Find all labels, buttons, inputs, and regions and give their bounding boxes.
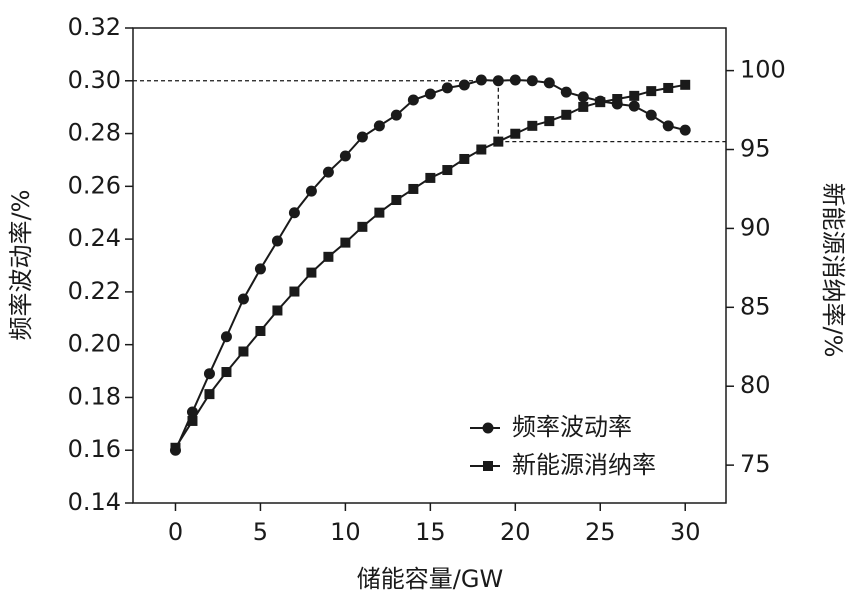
y2-tick-label: 75 — [740, 450, 771, 478]
data-point — [560, 86, 572, 98]
data-point — [578, 101, 589, 112]
data-point — [408, 183, 419, 194]
data-point — [289, 286, 300, 297]
legend-marker — [483, 461, 493, 471]
x-axis-label: 储能容量/GW — [357, 565, 503, 593]
data-point — [492, 75, 504, 87]
plot-frame — [132, 27, 727, 504]
data-point — [339, 150, 351, 162]
x-tick-label: 25 — [585, 518, 616, 546]
data-point — [509, 74, 521, 86]
data-point — [458, 79, 470, 91]
data-point — [561, 109, 572, 120]
y2-tick-label: 85 — [740, 292, 771, 320]
data-point — [577, 91, 589, 103]
data-point — [255, 325, 266, 336]
data-point — [663, 82, 674, 93]
data-point — [288, 207, 300, 219]
data-point — [390, 109, 402, 121]
data-point — [425, 172, 436, 183]
x-tick-label: 30 — [670, 518, 701, 546]
y2-axis-label: 新能源消纳率/% — [819, 183, 847, 358]
data-point — [322, 166, 334, 178]
data-point — [527, 120, 538, 131]
data-point — [679, 124, 691, 136]
y-tick-label: 0.30 — [68, 66, 121, 94]
y-tick-label: 0.16 — [68, 435, 121, 463]
data-point — [459, 153, 470, 164]
y2-tick-label: 90 — [740, 213, 771, 241]
data-point — [526, 75, 538, 87]
legend-marker — [482, 422, 494, 434]
y-tick-label: 0.28 — [68, 119, 121, 147]
y2-tick-label: 95 — [740, 135, 771, 163]
y-tick-label: 0.14 — [68, 488, 121, 516]
data-point — [391, 195, 402, 206]
data-point — [254, 263, 266, 275]
y-tick-label: 0.22 — [68, 277, 121, 305]
data-point — [186, 406, 198, 418]
x-tick-label: 20 — [500, 518, 531, 546]
data-point — [323, 251, 334, 262]
data-point — [238, 346, 249, 357]
data-point — [543, 77, 555, 89]
legend-label: 频率波动率 — [512, 413, 632, 441]
data-point — [424, 88, 436, 100]
series-line — [174, 78, 686, 451]
y2-tick-label: 80 — [740, 371, 771, 399]
data-point — [306, 267, 317, 278]
data-point — [373, 120, 385, 132]
data-point — [237, 293, 249, 305]
data-point — [612, 94, 623, 105]
data-point — [374, 207, 385, 218]
data-point — [204, 389, 215, 400]
data-point — [476, 144, 487, 155]
y-tick-label: 0.24 — [68, 224, 121, 252]
data-point — [475, 74, 487, 86]
data-point — [510, 128, 521, 139]
data-point — [662, 120, 674, 132]
y-tick-label: 0.20 — [68, 330, 121, 358]
data-point — [170, 442, 181, 453]
data-point — [187, 415, 198, 426]
data-point — [645, 109, 657, 121]
data-point — [646, 86, 657, 97]
data-point — [680, 79, 691, 90]
data-point — [357, 221, 368, 232]
x-tick-label: 5 — [253, 518, 268, 546]
y-tick-label: 0.26 — [68, 171, 121, 199]
y-tick-label: 0.32 — [68, 13, 121, 41]
data-point — [628, 100, 640, 112]
data-point — [356, 131, 368, 143]
y-tick-label: 0.18 — [68, 382, 121, 410]
data-point — [629, 90, 640, 101]
data-point — [221, 367, 232, 378]
data-point — [305, 185, 317, 197]
data-point — [272, 305, 283, 316]
data-point — [442, 165, 453, 176]
x-tick-label: 15 — [415, 518, 446, 546]
x-tick-label: 10 — [330, 518, 361, 546]
series-line — [174, 83, 686, 449]
data-point — [407, 94, 419, 106]
x-tick-label: 0 — [168, 518, 183, 546]
data-point — [203, 368, 215, 380]
data-point — [595, 97, 606, 108]
data-point — [441, 82, 453, 94]
data-point — [271, 235, 283, 247]
y2-tick-label: 100 — [740, 56, 786, 84]
data-point — [340, 237, 351, 248]
y-axis-label: 频率波动率/% — [7, 190, 35, 341]
data-point — [220, 331, 232, 343]
legend-label: 新能源消纳率 — [512, 451, 656, 479]
data-point — [544, 116, 555, 127]
data-point — [493, 136, 504, 147]
